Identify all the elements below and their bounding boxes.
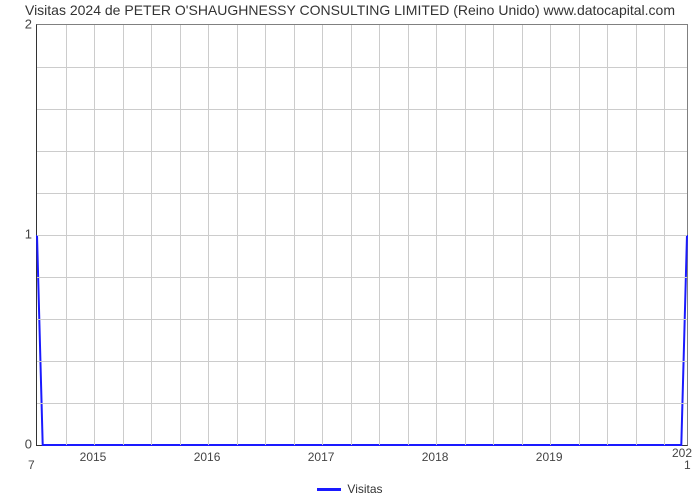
gridline-v [208, 25, 209, 445]
gridline-v [408, 25, 409, 445]
gridline-v [636, 25, 637, 445]
x-tick-label: 2019 [536, 450, 563, 464]
gridline-v [522, 25, 523, 445]
legend-label: Visitas [347, 482, 382, 496]
gridline-v [579, 25, 580, 445]
gridline-h-minor [37, 109, 687, 110]
gridline-v [493, 25, 494, 445]
chart-container: Visitas 2024 de PETER O'SHAUGHNESSY CONS… [0, 0, 700, 500]
gridline-h-minor [37, 277, 687, 278]
gridline-h-minor [37, 361, 687, 362]
gridline-v [351, 25, 352, 445]
gridline-v [94, 25, 95, 445]
y-tick-label: 2 [4, 17, 32, 32]
legend: Visitas [0, 482, 700, 496]
gridline-v [265, 25, 266, 445]
series-line [37, 235, 687, 445]
gridline-v [294, 25, 295, 445]
gridline-v [151, 25, 152, 445]
gridline-v [550, 25, 551, 445]
gridline-h [37, 235, 687, 236]
gridline-h-minor [37, 319, 687, 320]
corner-label-bottom-right-bottom: 1 [684, 458, 691, 472]
gridline-v [379, 25, 380, 445]
gridline-v [322, 25, 323, 445]
plot-area [36, 24, 688, 446]
x-tick-label: 2018 [422, 450, 449, 464]
gridline-v [436, 25, 437, 445]
gridline-v [664, 25, 665, 445]
gridline-v [465, 25, 466, 445]
gridline-v [237, 25, 238, 445]
gridline-v [607, 25, 608, 445]
gridline-v [180, 25, 181, 445]
gridline-h-minor [37, 403, 687, 404]
y-tick-label: 0 [4, 437, 32, 452]
gridline-h-minor [37, 67, 687, 68]
gridline-h-minor [37, 151, 687, 152]
x-tick-label: 2017 [308, 450, 335, 464]
legend-swatch [317, 488, 341, 491]
gridline-v [66, 25, 67, 445]
chart-title: Visitas 2024 de PETER O'SHAUGHNESSY CONS… [0, 2, 700, 18]
y-tick-label: 1 [4, 227, 32, 242]
x-tick-label: 2016 [194, 450, 221, 464]
gridline-v [123, 25, 124, 445]
corner-label-bottom-left: 7 [28, 458, 35, 472]
x-tick-label: 2015 [80, 450, 107, 464]
gridline-h-minor [37, 193, 687, 194]
